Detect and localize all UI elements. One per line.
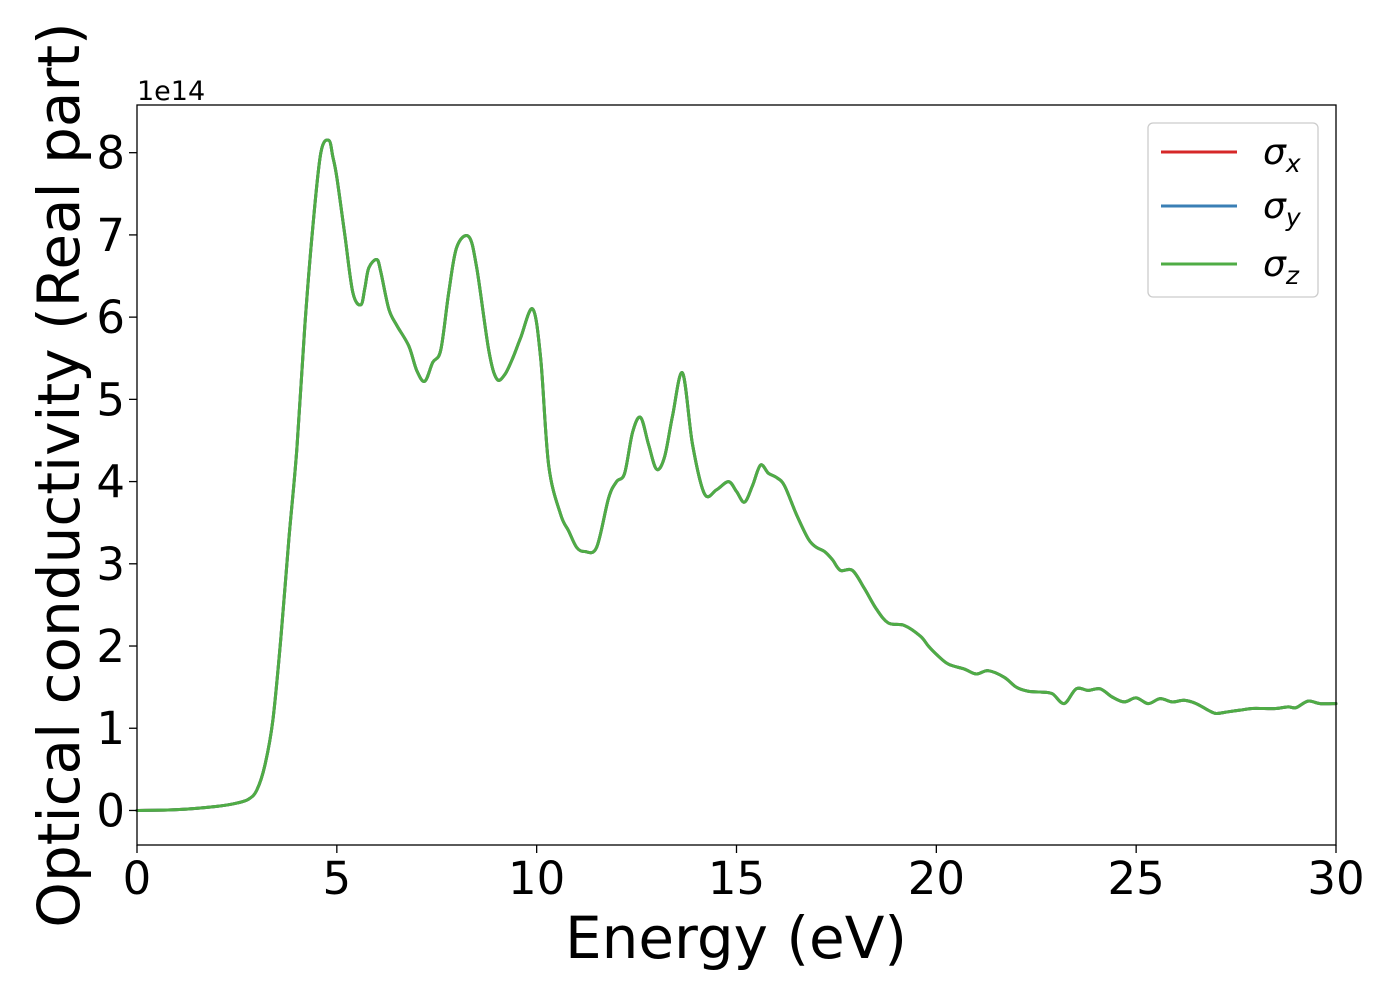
x-tick-label: 0 (123, 852, 152, 905)
series-layer (135, 138, 1338, 812)
x-tick-label: 25 (1108, 852, 1165, 905)
series-line-z (135, 138, 1338, 812)
y-tick-label: 4 (96, 456, 125, 509)
y-tick-label: 5 (96, 373, 125, 426)
x-tick-label: 20 (908, 852, 965, 905)
y-tick-label: 3 (96, 538, 125, 591)
y-tick-label: 1 (96, 702, 125, 755)
legend-label-y: σy (1263, 186, 1302, 232)
legend: σx σy σz (1147, 122, 1319, 298)
y-tick-label: 2 (96, 620, 125, 673)
x-axis-label: Energy (eV) (565, 904, 907, 972)
y-axis-label: Optical conductivity (Real part) (25, 22, 93, 927)
y-offset-label: 1e14 (137, 76, 205, 107)
y-tick-label: 6 (96, 291, 125, 344)
legend-label-x: σx (1263, 132, 1301, 178)
x-tick-label: 5 (323, 852, 352, 905)
legend-label-z: σz (1263, 244, 1300, 290)
legend-box (1147, 122, 1319, 298)
y-tick-label: 8 (96, 127, 125, 180)
x-tick-label: 10 (508, 852, 565, 905)
y-tick-label: 0 (96, 784, 125, 837)
x-tick-label: 30 (1307, 852, 1364, 905)
x-tick-label: 15 (708, 852, 765, 905)
x-axis-ticks: 0 5 10 15 20 25 30 (123, 845, 1365, 905)
y-axis-ticks: 0 1 2 3 4 5 6 7 8 (96, 127, 137, 837)
y-tick-label: 7 (96, 209, 125, 262)
